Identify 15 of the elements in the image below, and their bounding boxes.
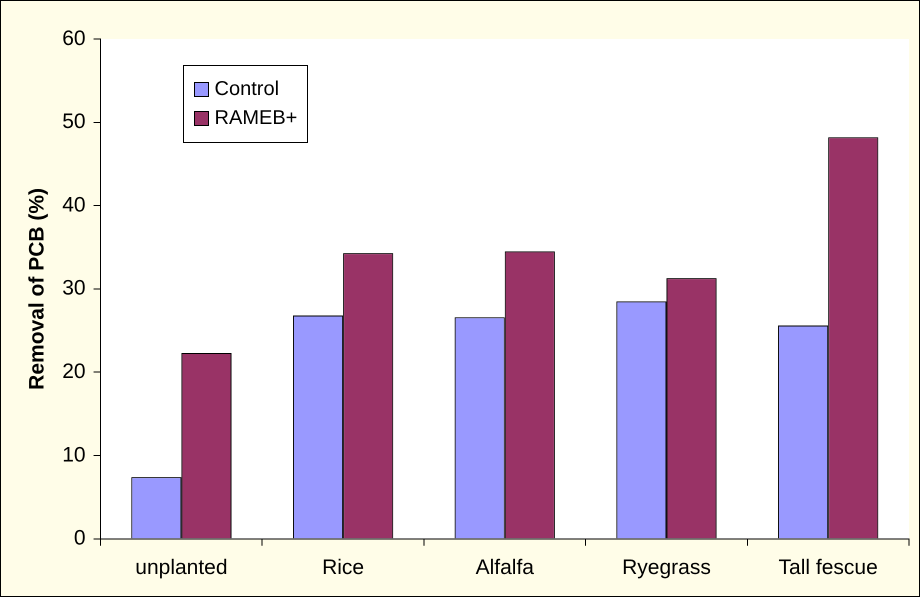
x-tick-label: unplanted — [135, 556, 228, 580]
y-tick-label: 20 — [62, 360, 86, 383]
x-tick-label: Ryegrass — [622, 556, 711, 580]
y-tick-label: 30 — [62, 276, 86, 300]
x-tick-label: Alfalfa — [476, 556, 534, 580]
legend-label: Control — [214, 78, 280, 101]
y-tick-label: 10 — [62, 443, 86, 466]
x-tick-label: Rice — [322, 556, 364, 580]
y-tick-label: 0 — [74, 526, 86, 550]
legend-label: RAMEB+ — [214, 107, 298, 130]
y-axis-title: Removal of PCB (%) — [25, 188, 48, 390]
x-tick-label: Tall fescue — [778, 556, 878, 580]
y-tick-label: 60 — [62, 26, 86, 50]
y-tick-label: 50 — [62, 110, 86, 134]
y-tick-label: 40 — [62, 193, 86, 216]
